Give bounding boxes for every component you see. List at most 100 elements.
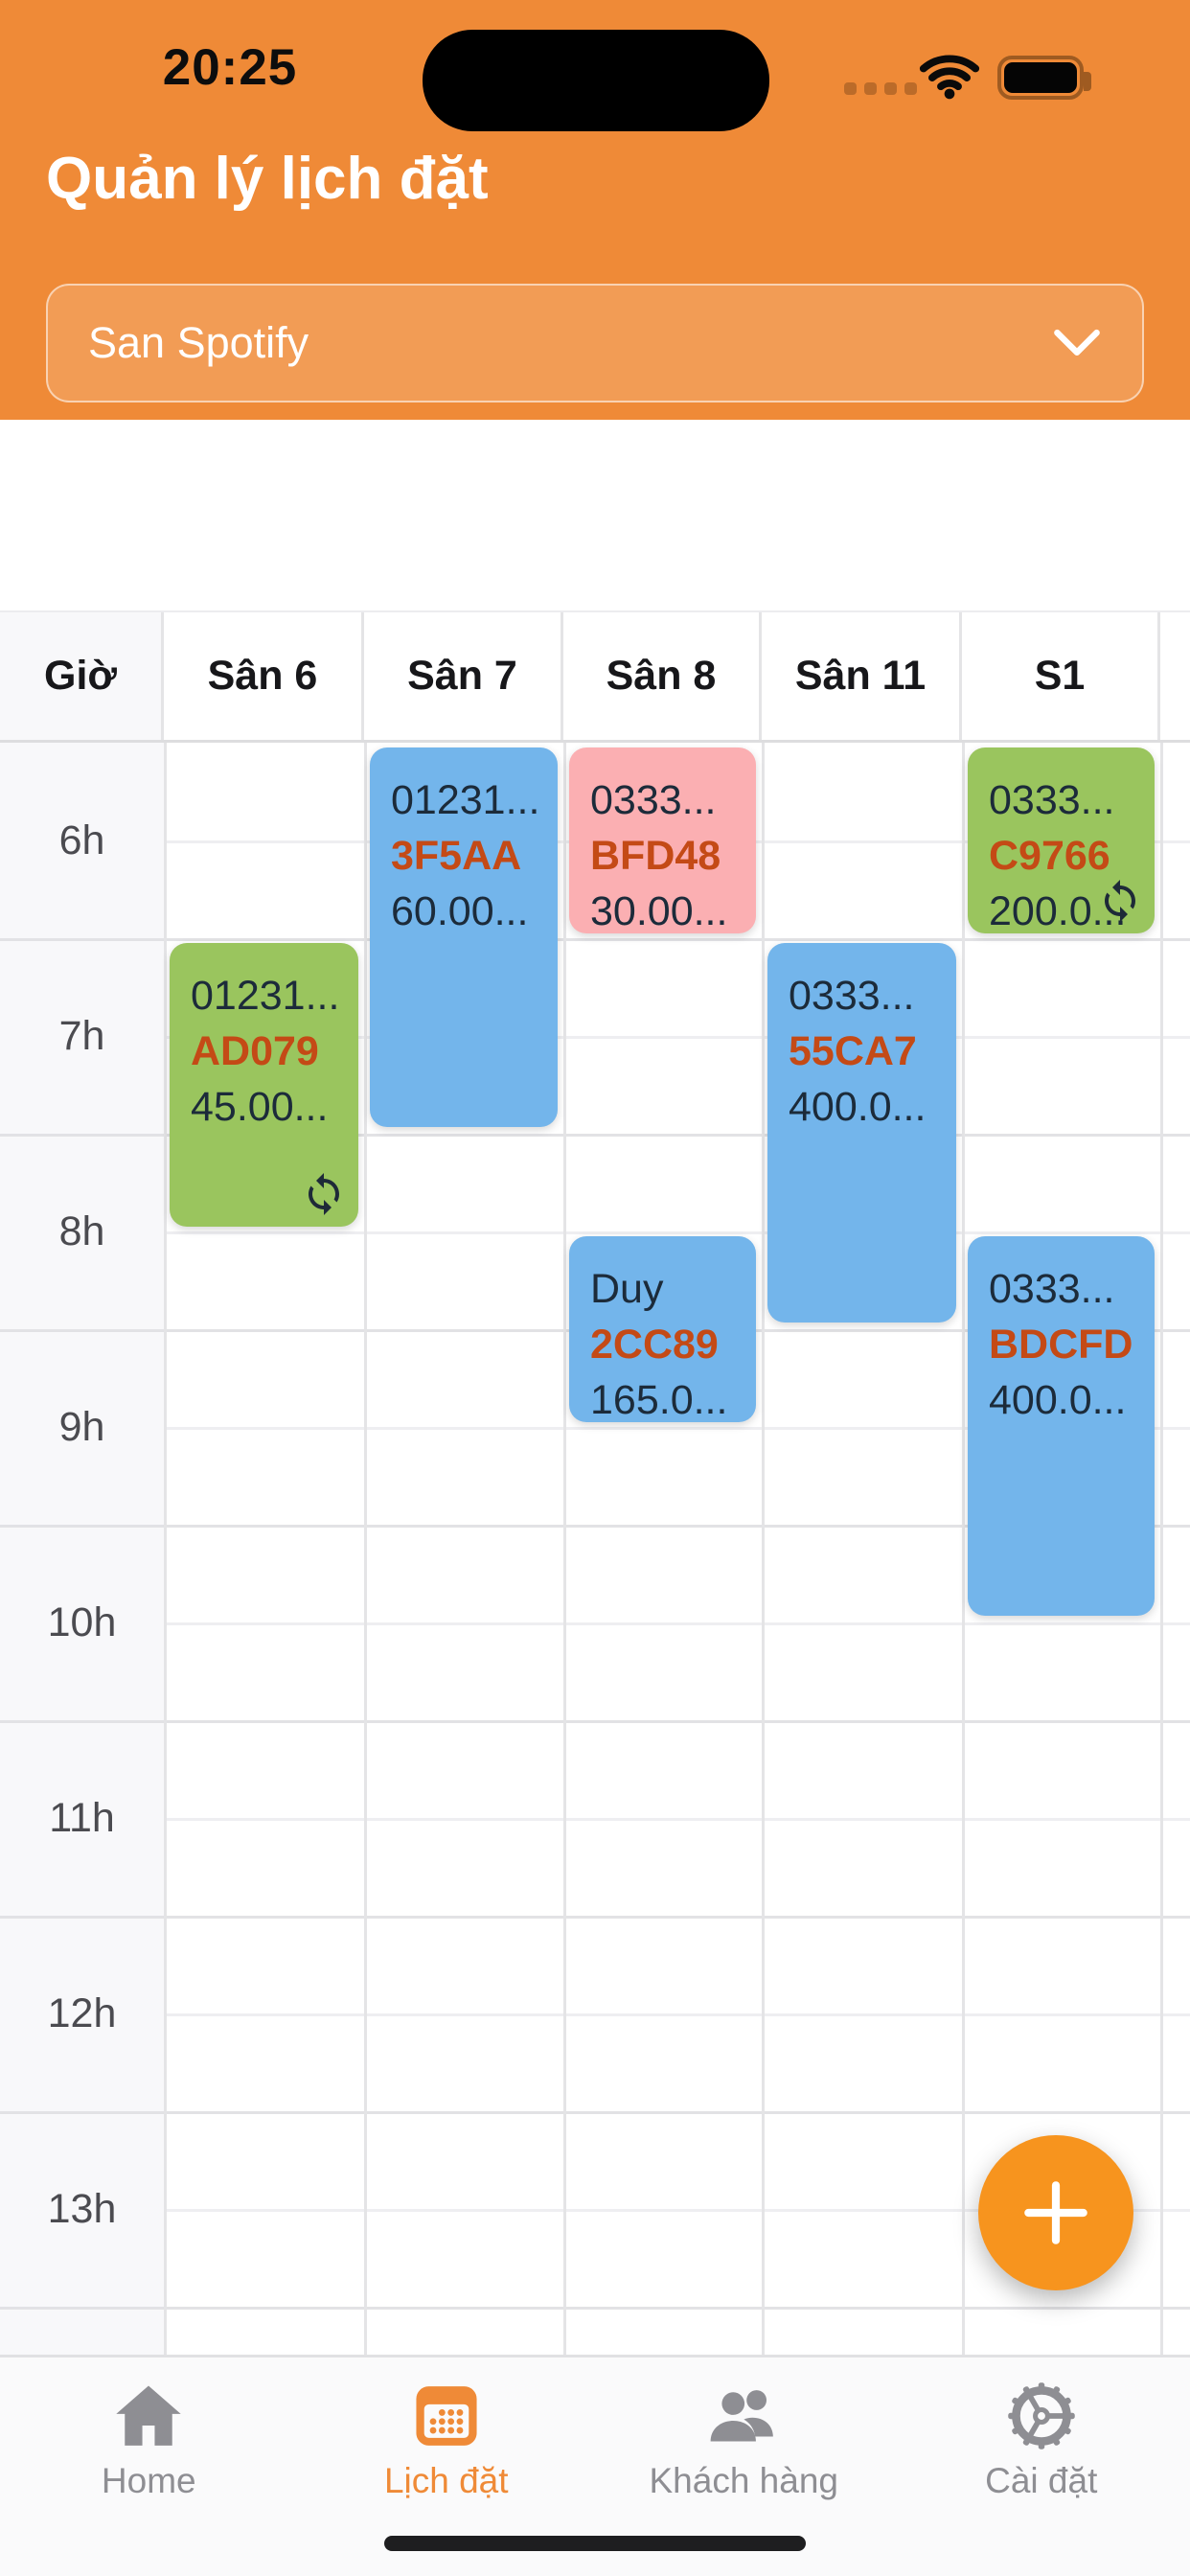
home-indicator[interactable] [384,2536,806,2551]
grid-line [164,2013,1190,2016]
tab-label: Cài đặt [985,2461,1098,2500]
event-price: 400.0... [989,1377,1127,1423]
grid-line [164,1427,1190,1430]
event-code: C9766 [989,833,1110,879]
grid-line [962,743,965,2355]
court-column-header: Sân 7 [364,612,563,740]
event-code: AD079 [191,1028,319,1074]
event-price: 60.00... [391,888,529,934]
grid-line [0,2111,1190,2114]
tab-label: Khách hàng [649,2461,838,2500]
court-column-header: Sân 6 [164,612,364,740]
court-column-header-partial [1160,612,1190,740]
tab-cai-dat[interactable]: Cài đặt [893,2358,1190,2576]
court-column-header: Sân 8 [563,612,762,740]
time-row-label: 13h [47,2185,117,2232]
chevron-down-icon [1054,329,1100,356]
gear-icon [1007,2382,1075,2450]
event-customer: 0333... [989,777,1115,823]
court-column-header: Sân 11 [762,612,962,740]
event-price: 200.0... [989,888,1127,933]
plus-icon [1024,2181,1087,2244]
page-title: Quản lý lịch đặt [46,146,489,212]
grid-line [0,938,1190,941]
grid-line [563,743,566,2355]
calendar-icon [416,2386,477,2446]
event-code: 2CC89 [590,1322,719,1368]
venue-selector-value: San Spotify [88,318,309,367]
event-customer: 0333... [590,777,717,823]
event-code: 3F5AA [391,833,522,879]
status-time: 20:25 [162,39,298,96]
grid-line [762,743,765,2355]
grid-line [0,1720,1190,1723]
tab-khach-hang[interactable]: Khách hàng [595,2358,893,2576]
tab-home[interactable]: Home [0,2358,298,2576]
event-customer: 0333... [789,973,915,1019]
home-icon [116,2385,181,2446]
grid-line [164,2209,1190,2212]
tab-label: Home [101,2461,196,2500]
event-price: 45.00... [191,1084,329,1130]
grid-line [0,2307,1190,2310]
battery-nub [1084,72,1091,91]
grid-line [0,1916,1190,1919]
event-price: 400.0... [789,1084,927,1130]
grid-line [164,1231,1190,1234]
grid-line [164,1036,1190,1039]
time-column-header: Giờ [0,612,164,740]
event-price: 30.00... [590,888,728,933]
event-customer: Duy [590,1266,664,1312]
date-navigation: T4 05/11/2025 Hôm nay [0,420,1190,985]
booking-event[interactable]: Duy 2CC89 165.0... [569,1236,756,1422]
tab-lich-dat[interactable]: Lịch đặt [298,2358,596,2576]
grid-line [164,1622,1190,1625]
time-column: 6h 7h 8h 9h 10h 11h 12h 13h [0,743,164,2355]
signal-dot [864,82,877,95]
battery-fill [1004,62,1077,93]
status-bar: 20:25 [0,0,1190,131]
time-row-label: 8h [58,1208,105,1254]
time-row-label: 12h [47,1990,117,2036]
grid-line [364,743,367,2355]
grid-line [0,1134,1190,1137]
calendar-column-headers: Giờ Sân 6 Sân 7 Sân 8 Sân 11 S1 [0,610,1190,743]
booking-event[interactable]: 01231... 3F5AA 60.00... [370,748,558,1127]
court-column-header: S1 [962,612,1160,740]
notch-cutout [423,30,769,131]
app-header: 20:25 Quản lý lịch đặt San Spotify [0,0,1190,420]
event-code: BDCFD [989,1322,1133,1368]
signal-dot [884,82,897,95]
event-customer: 0333... [989,1266,1115,1312]
time-row-label: 7h [58,1012,105,1059]
grid-line [0,1525,1190,1528]
recurring-sync-icon [1105,880,1135,922]
event-code: 55CA7 [789,1028,917,1074]
time-row-label: 11h [49,1794,115,1841]
grid-line [164,1818,1190,1821]
time-row-label: 6h [58,816,105,863]
tab-label: Lịch đặt [383,2461,509,2500]
cellular-signal-icon [844,82,917,95]
booking-event[interactable]: 0333... C9766 200.0... [968,748,1155,933]
add-booking-button[interactable] [978,2135,1133,2290]
time-row-label: 10h [47,1598,117,1645]
event-customer: 01231... [391,777,540,823]
event-price: 165.0... [590,1377,728,1422]
booking-event[interactable]: 0333... 55CA7 400.0... [767,943,956,1322]
signal-dot [844,82,857,95]
booking-event[interactable]: 01231... AD079 45.00... [170,943,358,1227]
users-icon [710,2390,774,2442]
battery-icon [997,56,1091,100]
recurring-sync-icon [309,1173,339,1215]
booking-event[interactable]: 0333... BFD48 30.00... [569,748,756,933]
event-code: BFD48 [590,833,721,879]
grid-line [1160,743,1163,2355]
time-row-label: 9h [58,1403,105,1450]
signal-dot [904,82,917,95]
event-customer: 01231... [191,973,340,1019]
calendar-grid[interactable]: 6h 7h 8h 9h 10h 11h 12h 13h 01231... 3F5… [0,743,1190,2355]
booking-event[interactable]: 0333... BDCFD 400.0... [968,1236,1155,1616]
venue-selector-dropdown[interactable]: San Spotify [46,284,1144,402]
grid-line [164,743,167,2355]
